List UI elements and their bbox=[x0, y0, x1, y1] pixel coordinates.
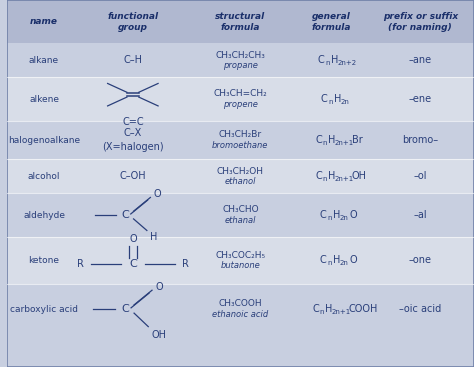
Text: n: n bbox=[320, 309, 324, 315]
Text: H: H bbox=[328, 135, 336, 145]
Text: C: C bbox=[315, 171, 322, 181]
FancyBboxPatch shape bbox=[7, 121, 474, 159]
Text: CH₃COOH: CH₃COOH bbox=[219, 299, 262, 308]
Text: ethanoic acid: ethanoic acid bbox=[212, 310, 268, 319]
Text: Br: Br bbox=[352, 135, 362, 145]
Text: O: O bbox=[156, 282, 164, 292]
Text: C: C bbox=[122, 210, 129, 220]
FancyBboxPatch shape bbox=[7, 284, 474, 334]
Text: functional
group: functional group bbox=[107, 12, 158, 32]
Text: R: R bbox=[77, 259, 84, 269]
Text: O: O bbox=[154, 189, 162, 199]
Text: 2n: 2n bbox=[339, 260, 348, 266]
Text: bromoethane: bromoethane bbox=[212, 141, 269, 150]
Text: 2n: 2n bbox=[340, 99, 349, 105]
Text: C: C bbox=[320, 210, 327, 220]
Text: –ane: –ane bbox=[409, 55, 432, 65]
Text: C: C bbox=[129, 259, 137, 269]
Text: –oic acid: –oic acid bbox=[399, 304, 441, 314]
Text: ethanal: ethanal bbox=[225, 216, 256, 225]
Text: –ene: –ene bbox=[409, 94, 432, 104]
Text: C: C bbox=[321, 94, 328, 104]
Text: CH₃CHO: CH₃CHO bbox=[222, 206, 259, 214]
Text: –one: –one bbox=[409, 255, 432, 265]
Text: CH₃CH₂Br: CH₃CH₂Br bbox=[219, 130, 262, 139]
Text: H: H bbox=[333, 210, 340, 220]
Text: O: O bbox=[129, 234, 137, 244]
Text: 2n+1: 2n+1 bbox=[335, 176, 354, 182]
Text: alkene: alkene bbox=[29, 95, 59, 103]
Text: halogenoalkane: halogenoalkane bbox=[8, 135, 80, 145]
Text: propane: propane bbox=[223, 61, 258, 70]
Text: 2n+1: 2n+1 bbox=[332, 309, 351, 315]
Text: CH₃COC₂H₅: CH₃COC₂H₅ bbox=[215, 251, 265, 259]
Text: OH: OH bbox=[352, 171, 366, 181]
Text: n: n bbox=[327, 260, 332, 266]
FancyBboxPatch shape bbox=[7, 43, 474, 77]
Text: H: H bbox=[334, 94, 341, 104]
Text: C: C bbox=[312, 304, 319, 314]
Text: C=C: C=C bbox=[122, 117, 144, 127]
Text: H: H bbox=[150, 232, 157, 242]
Text: COOH: COOH bbox=[349, 304, 378, 314]
FancyBboxPatch shape bbox=[7, 193, 474, 237]
Text: general
formula: general formula bbox=[312, 12, 351, 32]
Text: n: n bbox=[323, 139, 327, 146]
Text: CH₃CH₂CH₃: CH₃CH₂CH₃ bbox=[215, 51, 265, 60]
Text: ethanol: ethanol bbox=[225, 177, 256, 186]
Text: propene: propene bbox=[223, 100, 258, 109]
Text: alcohol: alcohol bbox=[28, 172, 60, 181]
FancyBboxPatch shape bbox=[7, 77, 474, 121]
Text: OH: OH bbox=[151, 330, 166, 340]
Text: C: C bbox=[320, 255, 327, 265]
Text: C: C bbox=[315, 135, 322, 145]
Text: H: H bbox=[328, 171, 336, 181]
FancyBboxPatch shape bbox=[7, 237, 474, 284]
Text: H: H bbox=[325, 304, 333, 314]
Text: name: name bbox=[30, 17, 58, 26]
Text: n: n bbox=[327, 215, 332, 221]
Text: ketone: ketone bbox=[28, 256, 60, 265]
Text: prefix or suffix
(for naming): prefix or suffix (for naming) bbox=[383, 12, 458, 32]
Text: H: H bbox=[330, 55, 338, 65]
Text: O: O bbox=[350, 210, 357, 220]
Text: O: O bbox=[350, 255, 357, 265]
Text: n: n bbox=[328, 99, 333, 105]
Text: bromo–: bromo– bbox=[402, 135, 438, 145]
Text: C–H: C–H bbox=[123, 55, 142, 65]
Text: alkane: alkane bbox=[29, 56, 59, 65]
FancyBboxPatch shape bbox=[7, 159, 474, 193]
FancyBboxPatch shape bbox=[7, 0, 474, 43]
Text: carboxylic acid: carboxylic acid bbox=[10, 305, 78, 313]
Text: structural
formula: structural formula bbox=[215, 12, 265, 32]
Text: aldehyde: aldehyde bbox=[23, 211, 65, 219]
Text: C–OH: C–OH bbox=[119, 171, 146, 181]
Text: C: C bbox=[318, 55, 324, 65]
Text: butanone: butanone bbox=[220, 261, 260, 270]
Text: n: n bbox=[325, 60, 329, 66]
Text: R: R bbox=[182, 259, 189, 269]
Text: H: H bbox=[333, 255, 340, 265]
Text: CH₃CH₂OH: CH₃CH₂OH bbox=[217, 167, 264, 176]
Text: 2n: 2n bbox=[339, 215, 348, 221]
Text: –al: –al bbox=[413, 210, 427, 220]
Text: C–X
(X=halogen): C–X (X=halogen) bbox=[102, 128, 164, 152]
Text: 2n+2: 2n+2 bbox=[337, 60, 356, 66]
Text: –ol: –ol bbox=[413, 171, 427, 181]
Text: CH₃CH=CH₂: CH₃CH=CH₂ bbox=[213, 90, 267, 98]
Text: 2n+1: 2n+1 bbox=[335, 139, 354, 146]
Text: n: n bbox=[323, 176, 327, 182]
Text: C: C bbox=[121, 304, 129, 314]
